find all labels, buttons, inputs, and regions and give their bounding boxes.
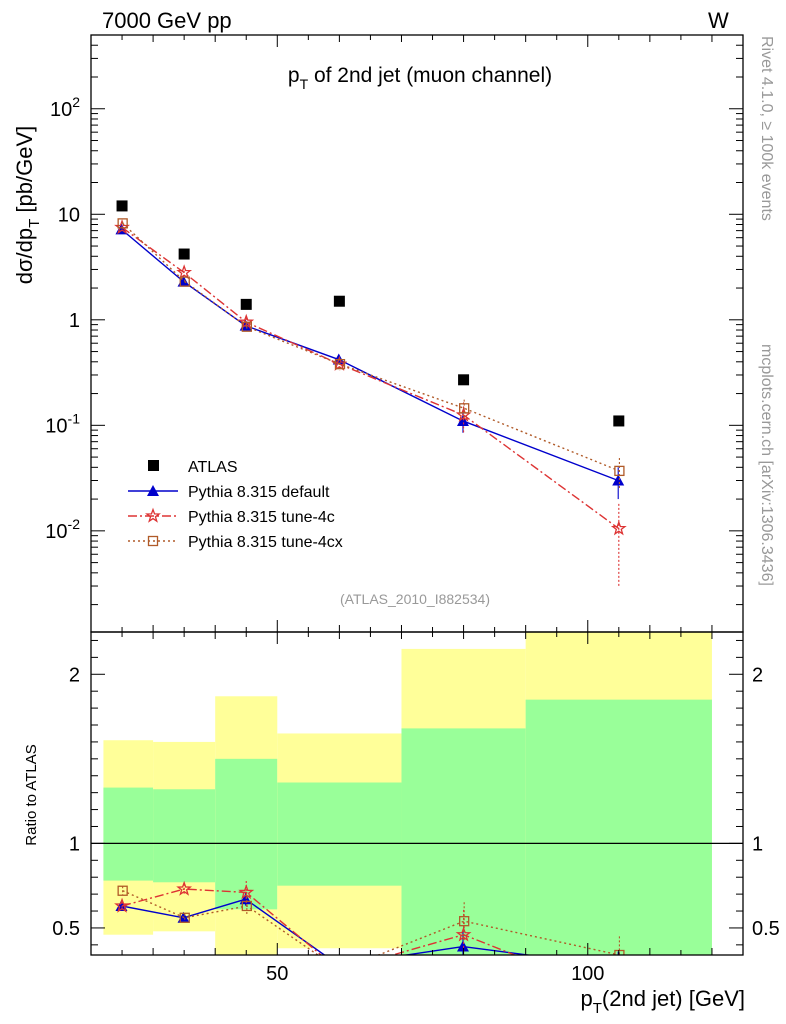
stat-uncertainty-band	[401, 728, 526, 955]
ratio-tick-label: 0.5	[52, 918, 80, 940]
ratio-tick-label: 2	[69, 664, 80, 686]
ratio-line	[121, 888, 517, 955]
legend-marker	[145, 507, 161, 523]
ratio-point	[238, 884, 255, 900]
ratio-point	[612, 961, 624, 972]
series-point	[238, 313, 255, 329]
ratio-frame	[90, 631, 744, 956]
atlas-data-point	[613, 415, 625, 427]
atlas-data-point	[458, 374, 470, 386]
y-tick-label: 10-1	[45, 410, 80, 437]
stat-uncertainty-band	[103, 787, 154, 881]
stat-uncertainty-band	[277, 782, 402, 886]
ratio-point	[333, 964, 345, 976]
mcplots-label: mcplots.cern.ch [arXiv:1306.3436]	[758, 344, 775, 586]
analysis-id: (ATLAS_2010_I882534)	[340, 591, 490, 607]
series-point	[614, 465, 625, 477]
atlas-data-point	[116, 200, 128, 212]
legend-label: Pythia 8.315 tune-4cx	[188, 534, 343, 551]
y-tick-label: 10	[58, 204, 80, 226]
legend-label-atlas: ATLAS	[188, 459, 238, 476]
y-tick-label: 102	[50, 94, 80, 121]
plot-title: pT of 2nd jet (muon channel)	[288, 64, 552, 92]
ratio-point	[335, 966, 344, 975]
beam-label: 7000 GeV pp	[102, 8, 232, 33]
ratio-tick-label-right: 2	[752, 664, 763, 686]
y-tick-label: 1	[69, 310, 80, 332]
x-tick-label: 100	[571, 963, 604, 985]
legend-marker	[147, 535, 159, 547]
series-point	[334, 358, 346, 370]
ratio-tick-label: 1	[69, 833, 80, 855]
ratio-point	[459, 916, 470, 927]
series-line	[121, 226, 620, 530]
rivet-label: Rivet 4.1.0, ≥ 100k events	[758, 36, 775, 221]
series-point	[610, 520, 627, 536]
y-tick-label: 10-2	[45, 516, 80, 543]
legend-label: Pythia 8.315 tune-4c	[188, 509, 335, 526]
series-point	[456, 414, 469, 426]
ratio-tick-label-right: 0.5	[752, 918, 780, 940]
ratio-point	[455, 926, 472, 942]
atlas-data-point	[333, 295, 345, 307]
series-point	[117, 218, 128, 229]
ratio-line	[122, 890, 620, 955]
ratio-point	[241, 900, 252, 912]
atlas-data-point	[240, 298, 252, 310]
ratio-point	[333, 959, 345, 970]
process-label: W	[708, 8, 729, 33]
ratio-point	[456, 940, 469, 952]
ratio-tick-label-right: 1	[752, 833, 763, 855]
series-line	[120, 228, 619, 482]
series-point	[176, 264, 193, 280]
series-line	[122, 222, 620, 472]
stat-uncertainty-band	[525, 699, 712, 955]
series-point	[459, 403, 470, 414]
y-axis-label: dσ/dpT [pb/GeV]	[12, 126, 43, 285]
ratio-point	[614, 949, 625, 955]
ratio-line	[121, 898, 534, 955]
ratio-point	[117, 885, 128, 896]
x-axis-label: pT(2nd jet) [GeV]	[581, 986, 746, 1017]
series-point	[612, 474, 625, 486]
stat-uncertainty-band	[153, 789, 216, 883]
legend-marker-atlas	[148, 460, 159, 471]
legend-label: Pythia 8.315 default	[188, 484, 330, 501]
ratio-point	[176, 880, 193, 896]
ratio-point	[179, 912, 190, 923]
ratio-point	[114, 897, 130, 913]
x-tick-label: 50	[266, 963, 288, 985]
atlas-data-point	[178, 248, 190, 260]
series-point	[241, 321, 252, 332]
series-point	[179, 276, 190, 287]
legend: ATLAS Pythia 8.315 default Pythia 8.315 tu…	[128, 459, 343, 551]
legend-marker	[147, 485, 159, 496]
ratio-axis-label: Ratio to ATLAS	[23, 744, 40, 845]
